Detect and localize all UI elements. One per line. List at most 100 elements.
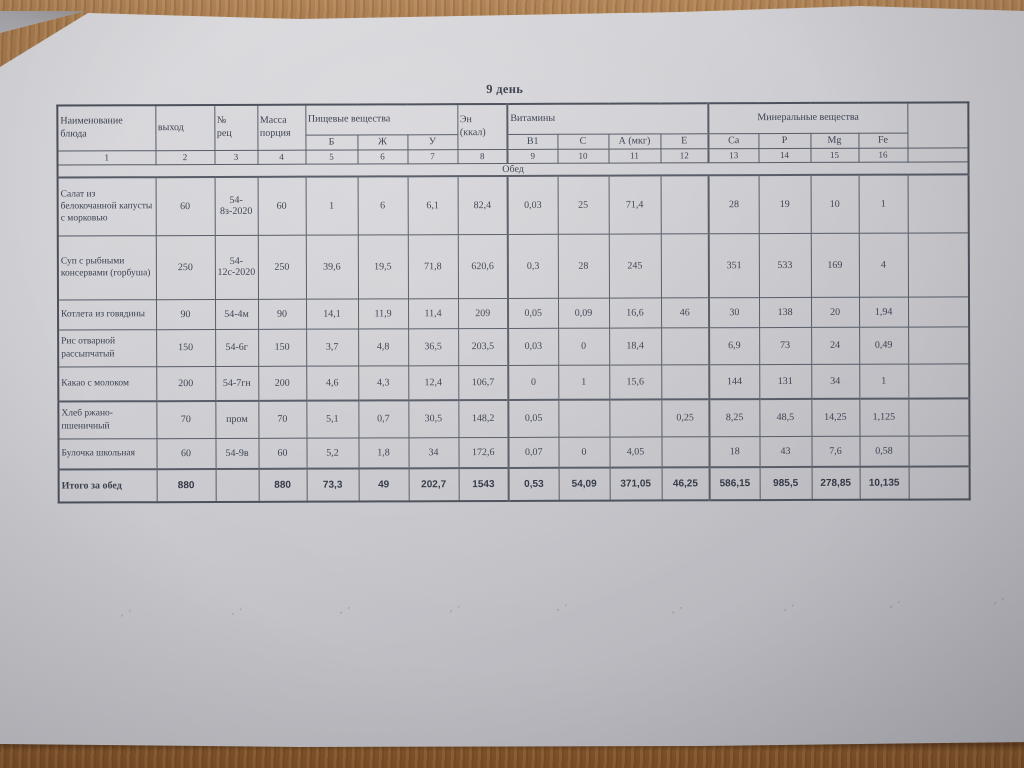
value-cell: 30 xyxy=(709,297,760,328)
value-cell: 4,8 xyxy=(358,328,409,366)
column-number: 7 xyxy=(407,149,458,164)
value-cell: 0 xyxy=(558,436,610,468)
value-cell: 1,125 xyxy=(859,398,909,436)
value-cell: 10,135 xyxy=(859,466,909,500)
value-cell: 5,2 xyxy=(306,437,359,469)
value-cell: 533 xyxy=(758,232,812,298)
col-header-empty xyxy=(907,102,969,148)
value-cell: 150 xyxy=(156,328,216,367)
dish-name-cell: Хлеб ржано-пшеничный xyxy=(58,401,157,439)
column-number: 6 xyxy=(357,149,408,164)
column-number: 1 xyxy=(57,150,156,165)
col-header-protein: Б xyxy=(305,134,358,150)
value-cell xyxy=(661,364,710,400)
value-cell: 54-8з-2020 xyxy=(214,176,258,235)
value-cell: 36,5 xyxy=(408,328,459,366)
value-cell: 30,5 xyxy=(408,400,459,438)
value-cell: 34 xyxy=(811,363,860,399)
value-cell: 46,25 xyxy=(661,467,710,501)
column-number: 14 xyxy=(758,147,811,163)
faint-mark: , ʹ xyxy=(890,599,902,609)
value-cell: 172,6 xyxy=(458,436,509,469)
value-cell: 3,7 xyxy=(306,328,359,366)
value-cell: 15,6 xyxy=(609,364,662,400)
dish-name-cell: Котлета из говядины xyxy=(57,299,157,330)
value-cell xyxy=(908,466,970,500)
col-header-carbs: У xyxy=(407,134,458,150)
col-header-phosphorus: P xyxy=(758,132,811,149)
value-cell: 14,1 xyxy=(305,298,359,329)
value-cell: 60 xyxy=(156,437,216,470)
value-cell: 985,5 xyxy=(759,466,812,501)
column-number xyxy=(907,147,969,162)
column-number: 12 xyxy=(660,148,709,163)
value-cell: 250 xyxy=(155,234,215,300)
value-cell xyxy=(660,233,710,298)
faint-mark: , ʹ xyxy=(450,604,462,614)
value-cell xyxy=(215,468,259,502)
value-cell: 0,7 xyxy=(358,400,409,438)
table-row: Хлеб ржано-пшеничный 70 пром 70 5,1 0,7 30,5 14… xyxy=(58,398,970,439)
value-cell: 70 xyxy=(258,400,307,438)
value-cell: 73 xyxy=(759,326,812,365)
col-header-output: выход xyxy=(155,104,215,151)
faint-mark: , ʹ xyxy=(994,596,1006,606)
value-cell: 0,07 xyxy=(508,436,559,468)
table-body: Салат из белокочанной капусты с морковью… xyxy=(57,174,970,503)
value-cell: 49 xyxy=(358,468,409,502)
day-title: 9 день xyxy=(486,81,524,97)
value-cell: 54,09 xyxy=(558,467,610,501)
column-number: 11 xyxy=(608,148,661,163)
value-cell: 70 xyxy=(156,400,216,439)
value-cell: 0 xyxy=(558,327,610,365)
value-cell: 20 xyxy=(811,296,860,327)
value-cell xyxy=(908,398,970,436)
col-header-vitamin-b1: В1 xyxy=(507,133,558,149)
value-cell: 28 xyxy=(557,233,609,298)
value-cell: 11,4 xyxy=(407,298,459,329)
value-cell: 54-4м xyxy=(214,298,259,329)
group-header-nutrients: Пищевые вещества xyxy=(305,104,458,135)
value-cell: 12,4 xyxy=(408,365,459,401)
value-cell: 90 xyxy=(155,298,216,330)
dish-name-cell: Суп с рыбными консервами (горбуша) xyxy=(57,235,156,300)
col-header-fat: Ж xyxy=(357,134,408,150)
col-header-iron: Fe xyxy=(858,132,908,148)
value-cell: 19 xyxy=(758,174,811,234)
col-header-magnesium: Mg xyxy=(810,132,859,148)
value-cell: 19,5 xyxy=(357,234,408,299)
column-number: 15 xyxy=(810,147,859,162)
value-cell: 0,49 xyxy=(859,326,909,364)
value-cell: 351 xyxy=(708,233,760,298)
value-cell: 200 xyxy=(156,365,216,402)
value-cell: 82,4 xyxy=(457,175,508,235)
value-cell: 25 xyxy=(557,175,609,234)
col-header-vitamin-e: Е xyxy=(660,133,709,149)
value-cell: 5,1 xyxy=(306,400,359,438)
value-cell: 8,25 xyxy=(709,399,760,437)
value-cell: 1 xyxy=(558,364,610,400)
total-row: Итого за обед 880 880 73,3 49 202,7 1543 0,53 54… xyxy=(58,466,970,503)
value-cell: 4,3 xyxy=(358,365,409,401)
value-cell: 0,05 xyxy=(507,297,559,328)
value-cell: 24 xyxy=(811,326,860,364)
value-cell: 4,6 xyxy=(306,365,359,401)
value-cell xyxy=(907,232,970,297)
table-row: Суп с рыбными консервами (горбуша) 250 54-… xyxy=(57,232,970,300)
faint-mark: , ʹ xyxy=(232,606,244,616)
faint-ink-marks: , ʹ , ʹ , ʹ , ʹ , ʹ , ʹ , ʹ , ʹ , ʹ xyxy=(0,0,1023,617)
table-row: Рис отварной рассыпчатый 150 54-6г 150 3,7 4,… xyxy=(58,326,970,367)
value-cell: 620,6 xyxy=(457,233,508,299)
value-cell: 0 xyxy=(508,364,559,400)
value-cell: 54-12с-2020 xyxy=(214,234,258,299)
dish-name-cell: Какао с молоком xyxy=(58,366,157,402)
table-row: Салат из белокочанной капусты с морковью… xyxy=(57,174,969,236)
value-cell: 150 xyxy=(258,328,307,366)
value-cell: 54-9в xyxy=(215,437,259,469)
value-cell: 6,1 xyxy=(407,176,458,235)
value-cell: 1 xyxy=(859,363,909,399)
value-cell: 0,58 xyxy=(859,435,909,467)
value-cell: 60 xyxy=(258,437,307,469)
